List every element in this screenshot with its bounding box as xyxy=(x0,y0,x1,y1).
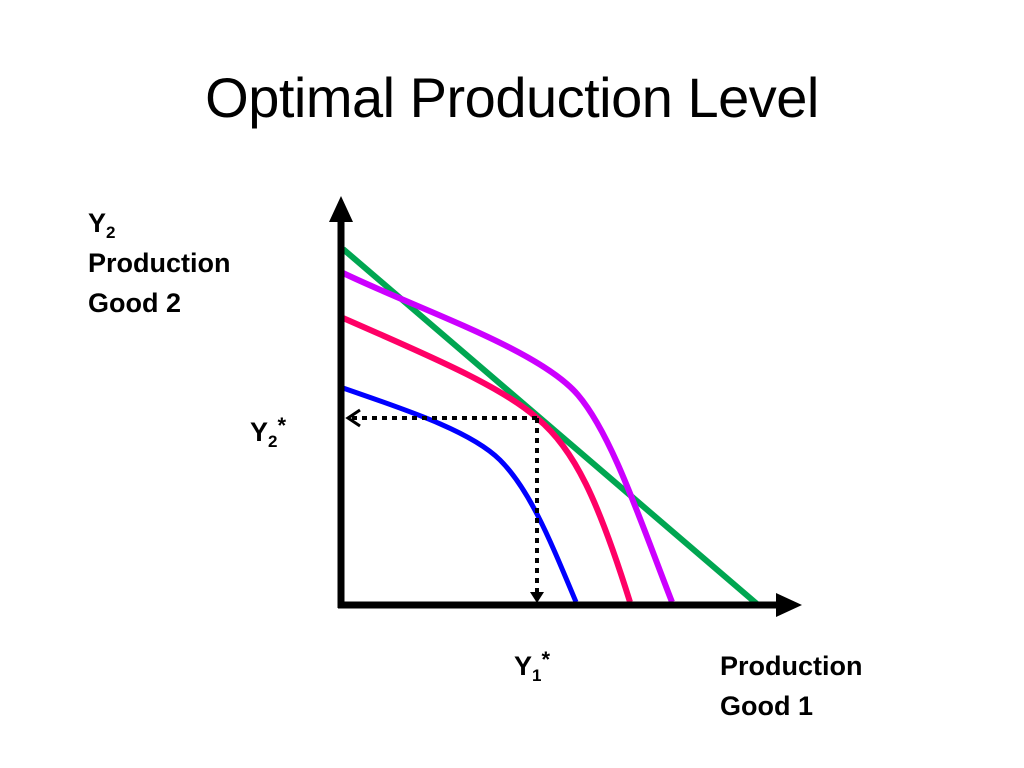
y-axis-symbol-subscript: 2 xyxy=(106,223,116,242)
y2-star-superscript: * xyxy=(277,413,287,438)
y-axis-label: Y2 Production Good 2 xyxy=(88,203,231,323)
x-axis-label-line1: Production xyxy=(720,651,863,681)
y1-star-label: Y1* xyxy=(514,646,550,686)
y2-star-label: Y2* xyxy=(250,412,286,452)
slide-title: Optimal Production Level xyxy=(205,66,819,129)
y-axis-label-line2: Good 2 xyxy=(88,288,181,318)
y1-star-superscript: * xyxy=(541,647,551,672)
y1-star-subscript: 1 xyxy=(532,666,542,685)
y2-star-subscript: 2 xyxy=(268,432,278,451)
y-axis-label-line1: Production xyxy=(88,248,231,278)
y1-star-letter: Y xyxy=(514,651,533,681)
y-axis-symbol-letter: Y xyxy=(88,208,107,238)
y-axis-arrowhead-icon xyxy=(329,196,353,222)
guide-arrowhead-left-icon xyxy=(345,408,361,428)
x-axis-label-line2: Good 1 xyxy=(720,691,813,721)
x-axis-label: Production Good 1 xyxy=(720,646,863,726)
ppf-inner-blue xyxy=(342,385,579,603)
ppf-outer-purple xyxy=(341,270,675,604)
x-axis-arrowhead-icon xyxy=(776,593,802,617)
y-axis-symbol: Y2 xyxy=(88,203,231,243)
guide-arrowhead-down-icon xyxy=(530,592,544,603)
y2-star-letter: Y xyxy=(250,417,269,447)
